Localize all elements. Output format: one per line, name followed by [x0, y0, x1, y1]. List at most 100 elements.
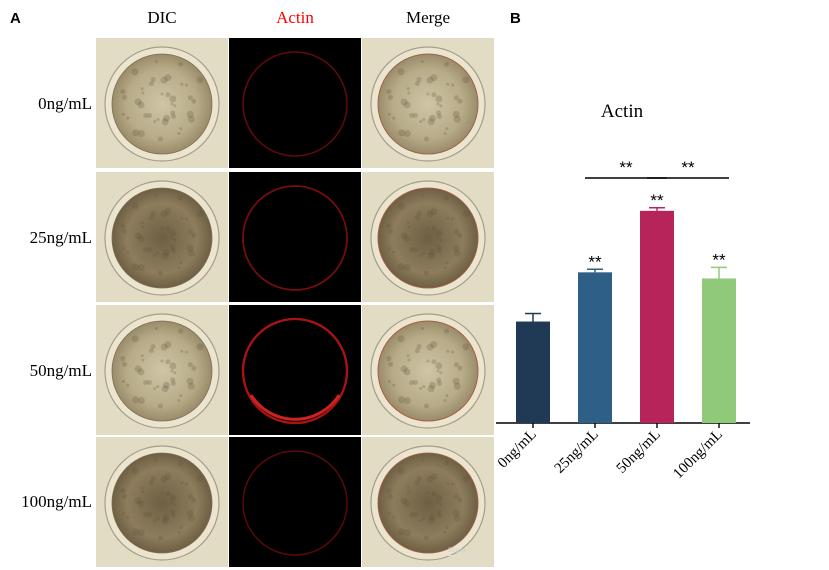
cytoplasm-granule [420, 326, 424, 330]
cytoplasm-granule [436, 501, 440, 505]
cytoplasm-granule [419, 519, 423, 523]
cytoplasm-granule [137, 235, 145, 243]
cytoplasm-granule [156, 516, 160, 520]
cytoplasm-granule [187, 494, 193, 500]
cytoplasm-granule [397, 335, 405, 343]
cytoplasm-granule [140, 354, 144, 358]
column-header-dic: DIC [147, 8, 177, 27]
cytoplasm-granule [173, 503, 177, 507]
cytoplasm-granule [160, 92, 164, 96]
cytoplasm-granule [407, 91, 411, 95]
actin-ring [242, 51, 348, 157]
cytoplasm-granule [140, 87, 144, 91]
cytoplasm-granule [177, 530, 181, 534]
cytoplasm-granule [452, 244, 460, 252]
cytoplasm-granule [164, 74, 172, 82]
cytoplasm-granule [398, 528, 406, 536]
cytoplasm-granule [131, 202, 139, 210]
cytoplasm-granule [163, 381, 171, 389]
cytoplasm-granule [143, 379, 149, 385]
cytoplasm-granule [426, 475, 434, 483]
cytoplasm-granule [137, 368, 145, 376]
actin-image-row-1 [229, 172, 361, 302]
cytoplasm-granule [386, 356, 392, 362]
cytoplasm-granule [137, 528, 145, 536]
cytoplasm-granule [445, 127, 449, 131]
cytoplasm-granule [170, 236, 174, 240]
cytoplasm-granule [134, 98, 142, 106]
cytoplasm-granule [427, 252, 435, 260]
cytoplasm-granule [150, 211, 156, 217]
cytoplasm-granule [431, 226, 437, 232]
cytoplasm-granule [423, 136, 429, 142]
cytoplasm-granule [191, 365, 197, 371]
cytoplasm-granule [143, 112, 149, 118]
cytoplasm-granule [453, 494, 459, 500]
cytoplasm-granule [173, 371, 177, 375]
cytoplasm-granule [157, 136, 163, 142]
cytoplasm-granule [146, 379, 152, 385]
cytoplasm-granule [170, 369, 174, 373]
cytoplasm-granule [453, 514, 461, 522]
cytoplasm-granule [414, 480, 420, 486]
cytoplasm-granule [143, 246, 149, 252]
bar [578, 272, 612, 423]
cytoplasm-granule [420, 193, 424, 197]
cytoplasm-granule [427, 517, 435, 525]
cytoplasm-granule [140, 486, 144, 490]
cytoplasm-granule [157, 535, 163, 541]
cytoplasm-granule [180, 349, 184, 353]
chart-title: Actin [601, 101, 644, 122]
cytoplasm-granule [170, 509, 176, 515]
cytoplasm-granule [196, 76, 204, 84]
cytoplasm-granule [180, 82, 184, 86]
cytoplasm-granule [169, 95, 177, 103]
cytoplasm-granule [177, 131, 181, 135]
cytoplasm-granule [400, 98, 408, 106]
cytoplasm-granule [387, 379, 391, 383]
cytoplasm-granule [436, 381, 442, 387]
cytoplasm-granule [444, 460, 450, 466]
cytoplasm-granule [386, 488, 392, 494]
column-header-merge: Merge [405, 8, 451, 27]
merge-image-row-2 [362, 305, 494, 435]
cytoplasm-granule [161, 252, 169, 260]
cytoplasm-granule [451, 482, 455, 486]
cytoplasm-granule [429, 114, 437, 122]
cytoplasm-granule [131, 467, 139, 475]
cytoplasm-granule [132, 396, 140, 404]
cytoplasm-granule [120, 356, 126, 362]
bar [516, 321, 550, 423]
cytoplasm-granule [164, 341, 172, 349]
cytoplasm-granule [160, 76, 168, 84]
cytoplasm-granule [406, 354, 410, 358]
cytoplasm-granule [170, 377, 176, 383]
cytoplasm-granule [137, 101, 145, 109]
cytoplasm-granule [423, 535, 429, 541]
cytoplasm-granule [443, 131, 447, 135]
cytoplasm-granule [153, 387, 157, 391]
cytoplasm-granule [161, 118, 169, 126]
cytoplasm-granule [120, 223, 126, 229]
actin-micrograph [229, 38, 361, 168]
cytoplasm-granule [462, 343, 470, 351]
cytoplasm-granule [388, 94, 394, 100]
cytoplasm-granule [179, 127, 183, 131]
cytoplasm-granule [187, 382, 195, 390]
cytoplasm-granule [435, 229, 443, 237]
cytoplasm-granule [185, 482, 189, 486]
cytoplasm-granule [134, 497, 142, 505]
cytoplasm-granule [422, 117, 426, 121]
cytoplasm-granule [453, 382, 461, 390]
cytoplasm-granule [165, 92, 171, 98]
cytoplasm-granule [120, 89, 126, 95]
cytoplasm-granule [451, 350, 455, 354]
cytoplasm-granule [453, 95, 459, 101]
cytoplasm-granule [403, 235, 411, 243]
cytoplasm-granule [426, 92, 430, 96]
actin-image-row-3 [229, 437, 361, 567]
cytoplasm-granule [422, 251, 426, 255]
merge-micrograph [362, 305, 494, 435]
actin-background [229, 172, 361, 302]
cytoplasm-granule [146, 246, 152, 252]
